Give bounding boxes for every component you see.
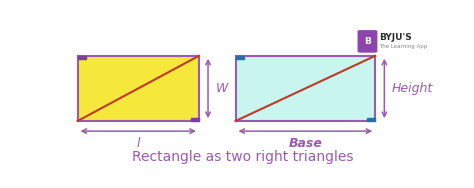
Text: l: l <box>137 137 140 150</box>
FancyBboxPatch shape <box>357 30 377 53</box>
Text: BYJU'S: BYJU'S <box>379 33 411 42</box>
Bar <box>78 56 199 121</box>
Text: W: W <box>215 82 228 95</box>
Bar <box>78 56 86 59</box>
Bar <box>191 118 199 121</box>
Text: The Learning App: The Learning App <box>379 44 427 49</box>
Text: Base: Base <box>289 137 322 150</box>
Bar <box>236 56 375 121</box>
Bar <box>367 118 375 121</box>
Text: Height: Height <box>392 82 433 95</box>
Text: B: B <box>364 37 371 46</box>
Bar <box>236 56 244 59</box>
Text: Rectangle as two right triangles: Rectangle as two right triangles <box>132 150 354 164</box>
